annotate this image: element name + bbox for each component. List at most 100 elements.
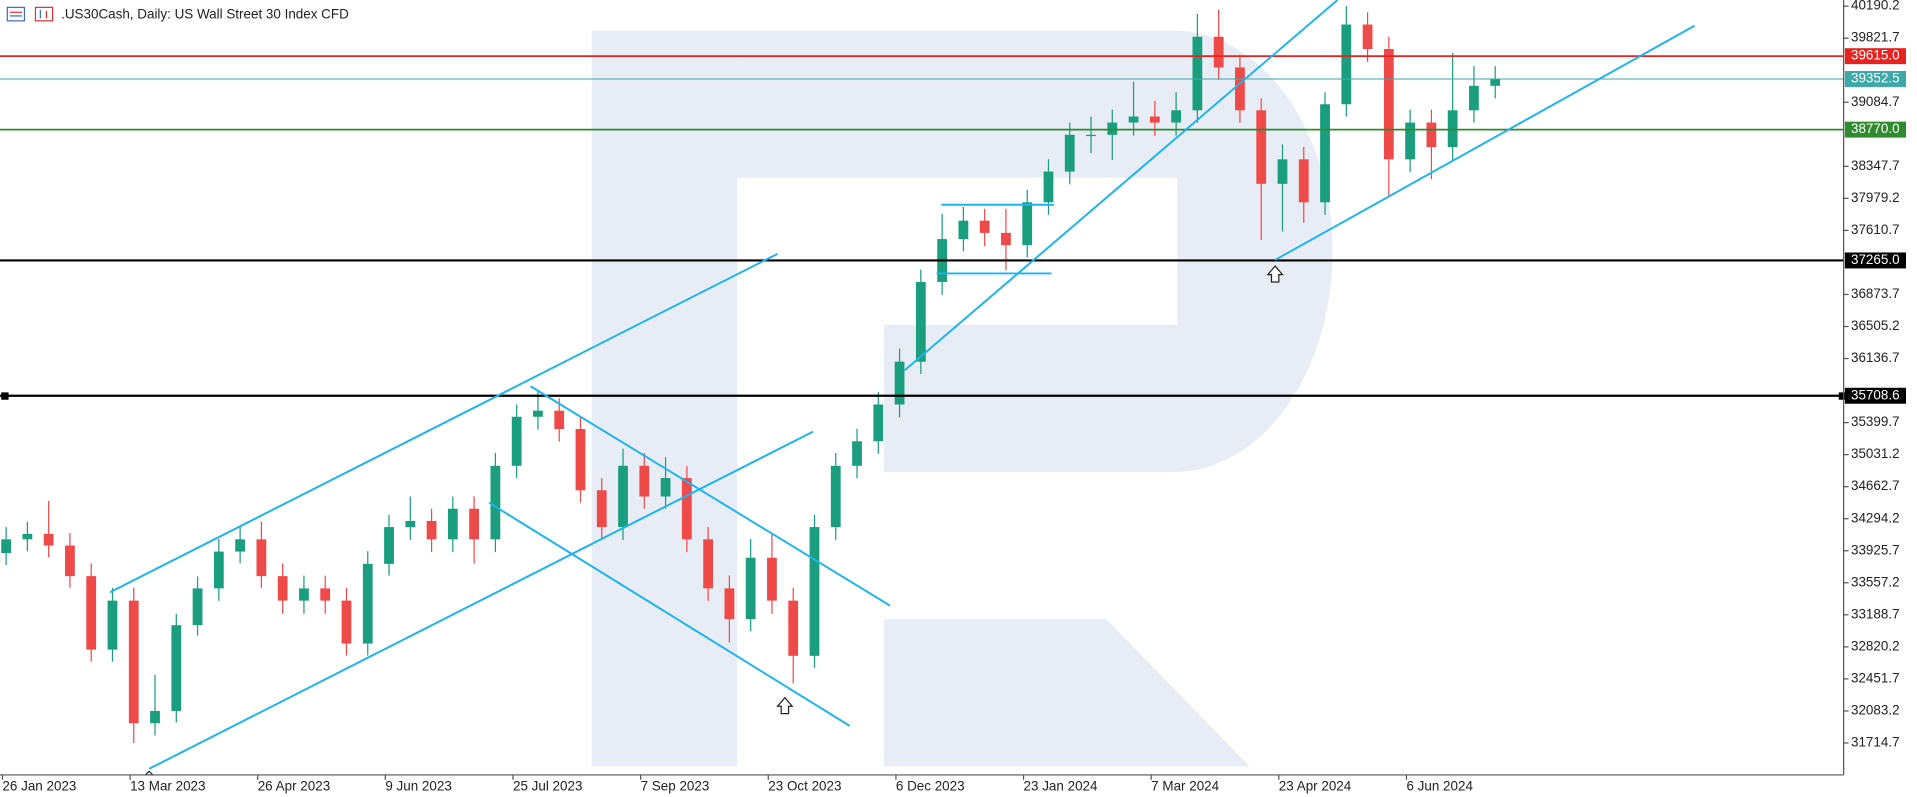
y-tick-label: 33557.2 (1851, 574, 1900, 589)
watermark-stem (591, 30, 738, 767)
y-tick-label: 34294.2 (1851, 510, 1900, 525)
y-tick-label: 33925.7 (1851, 542, 1900, 557)
candle-body (384, 527, 394, 564)
candle-body (788, 600, 799, 656)
candle-body (447, 508, 458, 540)
trend-line (109, 252, 778, 594)
x-tick-label: 7 Sep 2023 (641, 779, 710, 794)
candle-body (1469, 85, 1479, 111)
candle-body (809, 527, 820, 656)
level-label: 35708.6 (1851, 387, 1900, 402)
candle-body (86, 576, 97, 650)
trend-line (904, 0, 1339, 372)
watermark-leg (883, 619, 1250, 767)
candle-body (873, 404, 884, 442)
candle-body (1171, 110, 1182, 123)
candle-body (320, 588, 331, 601)
candle-body (1426, 122, 1437, 148)
y-tick-label: 34662.7 (1851, 478, 1900, 493)
candle-body (894, 361, 905, 405)
x-tick-label: 23 Apr 2024 (1279, 779, 1352, 794)
y-tick-label: 32451.7 (1851, 670, 1900, 685)
y-tick-label: 32820.2 (1851, 638, 1900, 653)
price-axis: 40190.2 39821.7 39084.7 38347.7 37979.2 37610… (1843, 0, 1906, 750)
candle-body (596, 490, 607, 528)
candle-body (426, 520, 437, 540)
chart-title: .US30Cash, Daily: US Wall Street 30 Inde… (61, 6, 349, 21)
icon (6, 6, 26, 22)
candle-body (830, 465, 841, 528)
y-tick-label: 39084.7 (1851, 94, 1900, 109)
y-tick-label: 37979.2 (1851, 190, 1900, 205)
y-tick-label: 35399.7 (1851, 414, 1900, 429)
x-tick-label: 26 Apr 2023 (258, 779, 330, 794)
candle-body (1107, 122, 1118, 135)
y-tick-label: 37610.7 (1851, 222, 1900, 237)
candle-body (618, 465, 628, 528)
candle-body (1, 539, 12, 553)
y-tick-label: 31714.7 (1851, 735, 1900, 750)
candle-body (767, 557, 777, 601)
level-label-box (1844, 121, 1906, 138)
candle-body (575, 429, 586, 491)
up-arrow (776, 696, 794, 715)
y-tick-label: 32083.2 (1851, 702, 1900, 717)
candle-body (1149, 116, 1160, 123)
level-handle (1838, 392, 1847, 400)
y-tick-label: 36505.2 (1851, 318, 1900, 333)
candle-body (703, 539, 714, 589)
trend-lines (109, 0, 1695, 770)
level-label-box (1844, 71, 1906, 87)
candle-body (1022, 202, 1033, 246)
x-tick-label: 7 Mar 2024 (1151, 779, 1219, 794)
candle-body (150, 710, 160, 724)
candle-body (1447, 110, 1458, 148)
y-tick-label: 36873.7 (1851, 286, 1900, 301)
y-tick-label: 38347.7 (1851, 158, 1900, 173)
candle-body (1043, 171, 1054, 203)
candle-body (1213, 36, 1224, 68)
candle-body (681, 478, 692, 540)
candle-body (1341, 24, 1352, 105)
candle-body (235, 539, 246, 552)
candle-body (639, 465, 650, 497)
candle-body (171, 625, 182, 711)
trend-line (530, 385, 891, 607)
y-tick-label: 35031.2 (1851, 446, 1900, 461)
candle-body (724, 588, 735, 620)
candle-body (1128, 116, 1139, 123)
x-tick-label: 23 Jan 2024 (1024, 779, 1098, 794)
candle-body (533, 410, 543, 417)
x-tick-label: 9 Jun 2023 (385, 779, 451, 794)
candle-body (554, 410, 565, 430)
candle-body (490, 465, 501, 540)
level-label-box (1844, 48, 1906, 65)
candle-body (341, 600, 352, 644)
candle-body (1298, 159, 1309, 203)
candle-body (1405, 122, 1416, 160)
y-tick-label: 39821.7 (1851, 30, 1900, 45)
x-tick-label: 26 Jan 2023 (2, 779, 76, 794)
candle-body (745, 557, 756, 620)
level-label: 38770.0 (1851, 121, 1900, 136)
toolbar-icons (6, 6, 54, 22)
candle-body (192, 588, 203, 626)
candle-body (405, 520, 416, 528)
arrows (144, 265, 1284, 776)
candle-body (22, 533, 33, 540)
candle-body (107, 600, 118, 650)
candle-body (256, 539, 267, 577)
icon (34, 6, 54, 22)
y-tick-label: 33188.7 (1851, 606, 1900, 621)
candle-body (1235, 67, 1245, 111)
watermark (591, 30, 1333, 767)
level-label: 39352.5 (1851, 71, 1900, 86)
level-label-box (1844, 252, 1906, 269)
level-label-box (1844, 387, 1906, 404)
candle-body (1490, 78, 1501, 86)
candle-body (128, 600, 139, 724)
x-tick-label: 23 Oct 2023 (768, 779, 841, 794)
trend-line (148, 430, 814, 770)
